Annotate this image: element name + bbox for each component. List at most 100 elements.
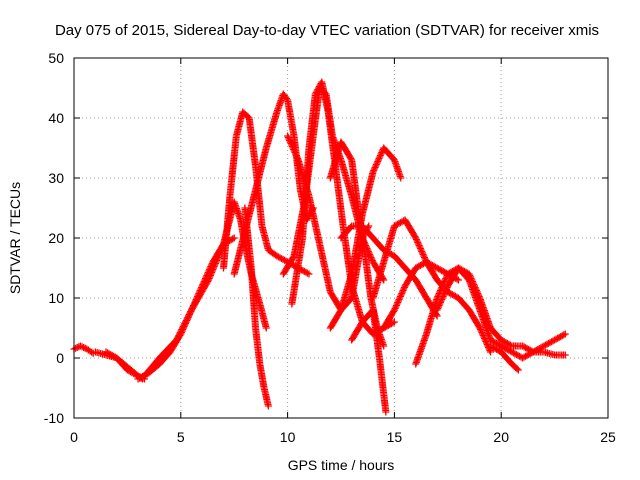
data-point-sample [441, 288, 449, 296]
x-tick-label: 15 [387, 429, 403, 445]
data-point-sample [416, 245, 424, 252]
data-point-sample [466, 273, 474, 281]
data-point-sample [182, 317, 190, 324]
data-point [454, 276, 462, 284]
data-point-sample [368, 255, 376, 263]
data-point-sample [393, 300, 401, 308]
data-point-sample [486, 347, 494, 354]
data-point-sample [184, 314, 192, 321]
data-point-sample [371, 164, 379, 171]
data-point [369, 168, 377, 176]
data-point-sample [186, 309, 194, 317]
data-points-layer [70, 78, 569, 416]
data-point-sample [370, 167, 378, 174]
data-point-sample [471, 282, 478, 290]
data-point-sample [438, 296, 446, 303]
data-point-sample [475, 293, 483, 300]
data-point-sample [442, 273, 450, 281]
data-point-sample [442, 287, 450, 294]
data-point [173, 336, 181, 344]
data-point-sample [80, 344, 88, 351]
data-point-sample [286, 138, 294, 146]
data-point-sample [470, 281, 478, 288]
data-point-sample [398, 288, 406, 296]
data-point-sample [475, 291, 483, 299]
data-point [476, 324, 484, 332]
data-point-sample [377, 150, 385, 158]
data-point-sample [347, 155, 355, 163]
data-point [433, 306, 441, 314]
data-point-sample [374, 158, 382, 165]
data-point-sample [473, 287, 481, 294]
data-point-sample [373, 159, 381, 167]
data-point-sample [184, 312, 192, 320]
y-tick-label: 30 [48, 170, 64, 186]
data-point-sample [73, 344, 81, 351]
y-tick-label: 0 [56, 350, 64, 366]
data-point-sample [289, 144, 297, 152]
data-point-sample [287, 140, 295, 147]
data-point-sample [178, 326, 186, 333]
x-tick-label: 20 [493, 429, 509, 445]
data-point-sample [290, 147, 298, 155]
data-point-sample [434, 305, 442, 312]
data-point-sample [400, 285, 408, 293]
data-point [380, 342, 388, 350]
data-point-sample [414, 239, 422, 246]
data-point-sample [477, 327, 485, 335]
data-point-sample [392, 303, 400, 311]
data-point-sample [468, 276, 476, 284]
data-point-sample [442, 275, 450, 282]
data-point-sample [174, 333, 182, 341]
data-point-sample [185, 311, 193, 318]
data-point-sample [471, 284, 479, 291]
data-point-sample [313, 87, 321, 95]
x-tick-label: 5 [177, 429, 185, 445]
data-point-sample [180, 321, 188, 329]
data-point-sample [72, 344, 80, 352]
y-tick-label: -10 [44, 410, 64, 426]
data-point-sample [482, 338, 490, 345]
data-point-sample [466, 272, 474, 279]
data-point-sample [418, 248, 426, 255]
data-point-sample [397, 291, 405, 299]
data-point-sample [416, 243, 424, 251]
data-point-sample [372, 161, 380, 168]
data-point-sample [420, 252, 428, 260]
data-point-sample [513, 365, 521, 373]
data-point-sample [283, 95, 291, 102]
data-point-sample [292, 152, 300, 159]
data-point-sample [378, 149, 386, 156]
data-point [264, 402, 272, 410]
data-point-sample [399, 287, 407, 294]
data-point [397, 174, 405, 182]
data-point-sample [477, 326, 485, 333]
ticks-layer: 0 5 10 15 20 25 -10 0 10 20 30 40 50 [44, 50, 616, 445]
data-point-sample [473, 288, 481, 296]
data-point [311, 90, 319, 98]
data-point-sample [442, 285, 450, 293]
data-point [514, 366, 522, 374]
x-tick-label: 0 [70, 429, 78, 445]
data-point-sample [78, 343, 86, 351]
y-tick-label: 40 [48, 110, 64, 126]
data-point-sample [478, 329, 486, 336]
data-point-sample [468, 278, 476, 285]
data-point [465, 270, 473, 278]
y-tick-label: 10 [48, 290, 64, 306]
data-point-sample [413, 237, 421, 245]
data-point [390, 306, 398, 314]
data-point [382, 408, 390, 416]
x-tick-label: 10 [280, 429, 296, 445]
data-point [284, 132, 292, 140]
data-point-sample [286, 137, 294, 144]
data-point-sample [370, 165, 378, 173]
data-point-sample [290, 146, 298, 153]
data-point-sample [437, 297, 445, 305]
data-point-sample [441, 276, 449, 284]
data-point-sample [179, 324, 187, 332]
data-point-sample [376, 152, 384, 159]
data-point-sample [179, 323, 187, 330]
